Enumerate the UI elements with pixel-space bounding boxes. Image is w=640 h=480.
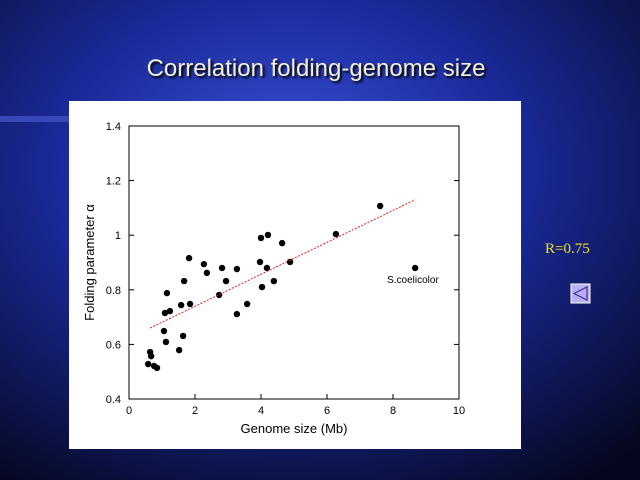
plot-frame — [128, 125, 460, 400]
x-tick-label: 8 — [390, 405, 396, 417]
scatter-point — [376, 202, 384, 210]
scatter-point — [218, 264, 226, 272]
trend-line — [149, 199, 416, 329]
scatter-point — [233, 265, 241, 273]
correlation-note: R=0.75 — [545, 241, 590, 257]
scatter-point — [166, 307, 174, 315]
scatter-point — [270, 277, 278, 285]
scatter-point — [177, 301, 185, 309]
nav-button-arrow[interactable] — [572, 286, 588, 301]
scatter-point — [200, 260, 208, 268]
scatter-point — [144, 360, 152, 368]
y-tick-label: 1.2 — [106, 176, 121, 188]
scatter-point — [203, 269, 211, 277]
scatter-point — [278, 239, 286, 247]
chart-panel — [69, 101, 521, 449]
x-tick-label: 4 — [258, 405, 264, 417]
scatter-point — [180, 277, 188, 285]
x-tick-label: 0 — [126, 405, 132, 417]
scatter-point — [257, 234, 265, 242]
x-tick-label: 2 — [192, 405, 198, 417]
scatter-point — [263, 264, 271, 272]
scatter-point — [233, 310, 241, 318]
y-axis-label: Folding parameter α — [82, 204, 97, 321]
scatter-point — [163, 289, 171, 297]
scatter-point — [258, 283, 266, 291]
scatter-point — [186, 300, 194, 308]
scatter-point — [222, 277, 230, 285]
y-tick-label: 0.8 — [106, 285, 121, 297]
scatter-point — [179, 332, 187, 340]
scatter-point — [215, 291, 223, 299]
decor-bar — [0, 116, 72, 122]
scatter-point — [264, 231, 272, 239]
scatter-point — [175, 346, 183, 354]
scatter-point — [256, 258, 264, 266]
scatter-point — [332, 230, 340, 238]
scatter-point — [160, 327, 168, 335]
scatter-point — [161, 309, 169, 317]
y-tick-label: 0.6 — [106, 339, 121, 351]
x-axis-label: Genome size (Mb) — [241, 421, 348, 436]
slide-title: Correlation folding-genome size — [147, 55, 486, 82]
scatter-point — [286, 258, 294, 266]
nav-button[interactable] — [570, 283, 591, 304]
y-tick-label: 0.4 — [106, 394, 121, 406]
y-tick-label: 1.4 — [106, 121, 121, 133]
scatter-point — [162, 338, 170, 346]
scatter-point — [243, 300, 251, 308]
nav-button-box[interactable] — [570, 283, 591, 304]
scatter-point — [146, 348, 154, 356]
scatter-point — [185, 254, 193, 262]
y-tick-label: 1 — [115, 230, 121, 242]
point-annotation: S.coelicolor — [387, 275, 439, 286]
x-tick-label: 6 — [324, 405, 330, 417]
scatter-point — [153, 364, 161, 372]
scatter-point — [411, 264, 419, 272]
x-tick-label: 10 — [453, 405, 465, 417]
